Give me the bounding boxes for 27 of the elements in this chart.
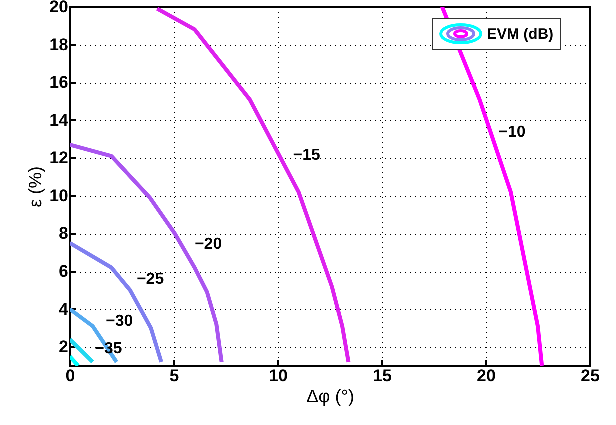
series-label: −15	[293, 147, 320, 164]
line-series	[70, 142, 224, 364]
y-tick-label: 8	[59, 224, 68, 244]
x-tick-label: 10	[269, 366, 288, 386]
x-tick-label: 0	[66, 366, 76, 386]
annotation: EVM (dB)	[487, 26, 554, 42]
x-axis-title: Δφ (°)	[306, 386, 354, 406]
y-tick-label: 10	[50, 186, 68, 206]
y-tick-label: 20	[50, 0, 68, 16]
y-tick-label: 4	[59, 300, 70, 319]
series-label: −30	[106, 313, 134, 330]
y-axis-title: ε (%)	[26, 166, 46, 208]
x-tick-label: 20	[477, 366, 496, 386]
y-tick-label: 14	[50, 110, 70, 130]
y-tick-label: 2	[59, 338, 68, 357]
line-series	[70, 241, 164, 364]
legend-box: EVM (dB)	[432, 18, 561, 50]
x-tick-label: 15	[373, 366, 392, 386]
y-tick-label: 16	[50, 73, 68, 92]
series-label: −25	[136, 271, 164, 288]
series-label: −10	[498, 124, 526, 141]
y-tick-label: 12	[50, 148, 68, 168]
x-tick-label: 5	[170, 366, 180, 386]
y-tick-label: 18	[50, 35, 68, 54]
series-label: −20	[194, 236, 222, 253]
x-tick-label: 25	[581, 366, 600, 386]
y-tick-label: 6	[59, 262, 68, 282]
